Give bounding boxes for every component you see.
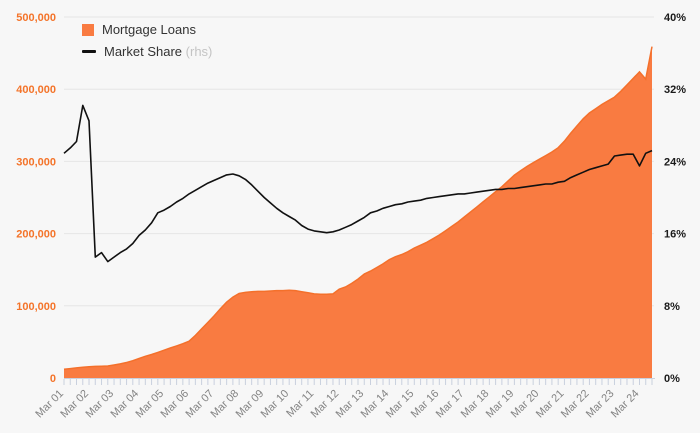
x-axis-label: Mar 24 (609, 388, 642, 421)
legend-item-mortgage-loans[interactable]: Mortgage Loans (82, 22, 212, 37)
legend-label-mortgage-loans: Mortgage Loans (102, 22, 196, 37)
y-axis-left-label: 300,000 (16, 156, 56, 168)
y-axis-right-label: 40% (664, 12, 686, 24)
y-axis-right-label: 0% (664, 373, 680, 385)
x-axis-label: Mar 10 (259, 388, 292, 421)
y-axis-right-label: 32% (664, 84, 686, 96)
y-axis-right-label: 16% (664, 229, 686, 241)
chart-legend: Mortgage Loans Market Share (rhs) (82, 22, 212, 59)
market-share-line-series (63, 104, 653, 263)
area-swatch-icon (82, 23, 94, 36)
y-axis-left-label: 0 (50, 373, 56, 385)
legend-label-market-share: Market Share (rhs) (104, 44, 213, 59)
y-axis-left-label: 500,000 (16, 12, 56, 24)
y-axis-left-label: 400,000 (16, 84, 56, 96)
y-axis-right-label: 8% (664, 301, 680, 313)
y-axis-left-label: 100,000 (16, 301, 56, 313)
y-axis-left-label: 200,000 (16, 229, 56, 241)
legend-item-market-share[interactable]: Market Share (rhs) (82, 44, 212, 59)
legend-label-rhs-suffix: (rhs) (182, 44, 213, 59)
y-axis-right-label: 24% (664, 156, 686, 168)
mortgage-loans-area-series (64, 46, 652, 378)
mortgage-loans-area-edge (63, 46, 653, 371)
line-swatch-icon (82, 50, 96, 53)
